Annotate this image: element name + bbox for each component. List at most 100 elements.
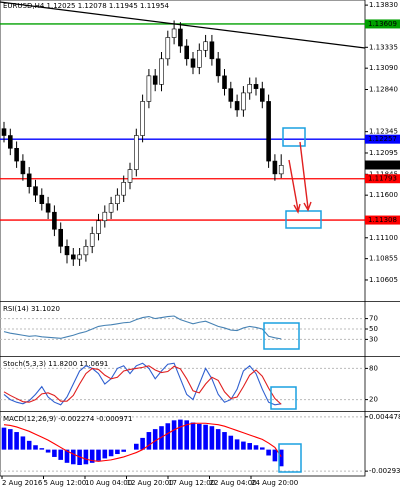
candle-body [209,41,215,60]
histogram-bar [20,436,26,450]
candle-body [266,101,271,162]
candle-body [178,28,183,47]
histogram-bar [121,449,126,452]
x-tick-label: 5 Aug 12:00 [44,479,87,487]
candle-body [96,220,101,234]
histogram-bar [203,424,208,450]
candle-body [171,28,177,38]
level-label: 1.11793 [368,175,397,183]
histogram-bar [8,429,13,450]
histogram-bar [115,449,120,455]
histogram-bar [71,449,76,465]
level-label: 1.11308 [368,216,397,224]
y-tick-label: -0.002936 [369,467,400,475]
histogram-bar [1,427,7,450]
level-tag [365,19,400,29]
histogram-bar [146,432,152,450]
y-tick-label: 1.12345 [369,128,398,136]
candle-body [184,45,189,60]
histogram-bar [247,443,252,450]
panel-title: EURUSD,H4 1.12025 1.12078 1.11945 1.1195… [3,2,170,10]
candle-body [134,135,139,170]
histogram-bar [222,432,227,450]
price-label: 1.11954 [368,161,397,169]
histogram-bar [58,449,63,460]
candle-body [259,88,265,102]
candle-body [115,194,120,204]
histogram-bar [165,423,171,450]
candle-body [146,75,152,102]
histogram-bar [253,445,259,450]
y-tick-label: 1.13830 [369,1,398,9]
candle-body [272,160,278,175]
panel-title: MACD(12,26,9) -0.002274 -0.000971 [3,415,132,423]
candle-body [247,84,252,94]
indicator-line [3,365,282,405]
candle-body [14,147,19,162]
histogram-bar [26,440,32,450]
arrows [288,141,312,214]
candle-body [39,194,45,204]
y-tick-label: 20 [369,396,378,404]
panel-title: Stoch(5,3,3) 11.8200 11.0691 [3,360,108,368]
candle-body [1,128,7,136]
histogram-bar [159,426,164,450]
histogram-bar [33,445,38,450]
candle-body [71,254,76,260]
y-tick-label: 1.12840 [369,85,398,93]
y-tick-label: 80 [369,364,378,372]
level-label: 1.12257 [368,135,397,143]
histogram-bar [190,422,196,450]
histogram-bar [278,449,284,467]
y-tick-label: 1.10855 [369,255,398,263]
histogram-bar [260,447,265,450]
histogram-bar [272,449,278,462]
histogram-bar [140,437,145,450]
candle-body [52,211,57,230]
candle-body [159,58,164,85]
y-tick-label: 30 [369,335,378,343]
histogram-bar [234,439,240,450]
histogram-bar [197,423,202,450]
histogram-bar [266,449,271,456]
indicator-line [3,315,282,340]
highlight-box [278,443,302,473]
highlight-box [263,322,300,350]
y-tick-label: 0.004478 [369,413,400,421]
candle-body [228,88,234,102]
candle-body [234,101,240,111]
highlight-box [270,386,297,410]
candle-body [77,254,82,260]
x-tick-label: 24 Aug 20:00 [251,479,298,487]
candle-body [190,58,196,68]
y-tick-label: 1.11100 [369,234,398,242]
histogram-bar [134,443,139,450]
candle-body [102,211,108,222]
candle-body [152,75,158,85]
histogram-bar [178,419,183,450]
candle-body [8,135,13,149]
y-tick-label: 1.13335 [369,43,398,51]
price-tag [365,160,400,170]
candle-body [241,92,246,111]
candle-body [20,160,26,175]
histogram-bar [241,441,246,450]
x-tick-label: 2 Aug 2016 [2,479,43,487]
level-tag [365,174,400,184]
trend-line [0,1,366,49]
histogram-bar [215,429,221,450]
candle-body [127,169,133,183]
histogram-bar [184,420,189,450]
highlight-box [282,127,306,147]
histogram-bar [64,449,70,463]
y-tick-label: 1.12095 [369,149,398,157]
candle-body [108,203,114,213]
candle-body [121,182,126,196]
y-tick-label: 70 [369,315,378,323]
candle-body [140,101,145,136]
candle-body [253,84,259,89]
histogram-bar [89,449,95,463]
x-tick-label: 12 Aug 20:00 [127,479,174,487]
